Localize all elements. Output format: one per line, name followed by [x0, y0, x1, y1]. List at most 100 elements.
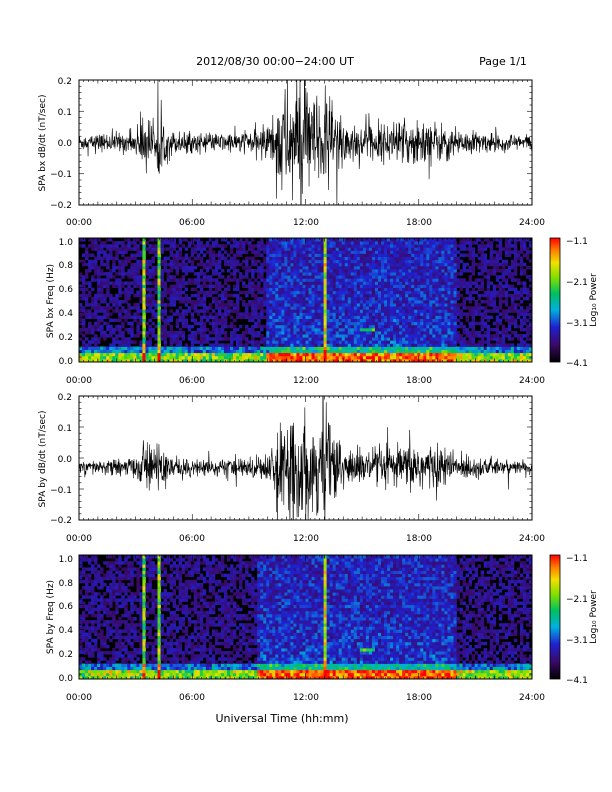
spectrogram-cell	[115, 349, 119, 354]
spectrogram-cell	[163, 331, 167, 335]
spectrogram-cell	[498, 318, 503, 323]
spectrogram-cell	[296, 238, 300, 242]
spectrogram-cell	[450, 340, 454, 344]
spectrogram-cell	[305, 259, 309, 264]
spectrogram-cell	[178, 331, 183, 335]
spectrogram-cell	[356, 269, 361, 273]
spectrogram-cell	[251, 275, 255, 279]
spectrogram-cell	[281, 269, 285, 273]
spectrogram-cell	[423, 269, 427, 273]
spectrogram-cell	[377, 293, 382, 298]
spectrogram-cell	[275, 247, 279, 251]
spectrogram-cell	[429, 315, 433, 319]
spectrogram-cell	[471, 349, 476, 354]
spectrogram-cell	[230, 340, 234, 344]
spectrogram-cell	[85, 331, 89, 335]
spectrogram-cell	[296, 247, 300, 251]
spectrogram-cell	[202, 349, 207, 354]
spectrogram-cell	[260, 265, 264, 270]
spectrogram-cell	[377, 355, 382, 360]
spectrogram-cell	[272, 278, 276, 282]
spectrogram-cell	[311, 303, 315, 307]
spectrogram-cell	[284, 300, 288, 304]
spectrogram-cell	[263, 281, 267, 285]
spectrogram-cell	[163, 337, 167, 341]
spectrogram-cell	[284, 334, 288, 338]
spectrogram-cell	[106, 244, 110, 248]
spectrogram-cell	[151, 309, 155, 313]
spectrogram-cell	[444, 346, 448, 350]
spectrogram-cell	[423, 244, 427, 248]
spectrogram-cell	[299, 278, 303, 282]
spectrogram-cell	[142, 309, 146, 313]
spectrogram-cell	[365, 290, 370, 295]
spectrogram-cell	[136, 244, 140, 248]
spectrogram-cell	[202, 262, 207, 267]
spectrogram-cell	[272, 275, 276, 279]
spectrogram-cell	[193, 256, 198, 261]
spectrogram-cell	[495, 355, 500, 360]
spectrogram-cell	[438, 300, 442, 304]
spectrogram-cell	[88, 284, 92, 288]
spectrogram-cell	[82, 293, 86, 298]
spectrogram-cell	[390, 334, 394, 338]
spectrogram-cell	[302, 269, 306, 273]
spectrogram-cell	[498, 349, 503, 354]
spectrogram-cell	[251, 352, 255, 357]
spectrogram-cell	[91, 238, 95, 242]
spectrogram-cell	[390, 238, 394, 242]
spectrogram-cell	[184, 281, 189, 285]
spectrogram-cell	[423, 287, 427, 292]
spectrogram-cell	[82, 334, 86, 338]
spectrogram-cell	[441, 259, 445, 264]
spectrogram-cell	[214, 300, 219, 304]
spectrogram-cell	[417, 324, 421, 329]
spectrogram-cell	[371, 284, 376, 288]
spectrogram-cell	[178, 327, 183, 332]
spectrogram-cell	[305, 284, 309, 288]
spectrogram-cell	[242, 300, 246, 304]
spectrogram-cell	[377, 259, 382, 264]
spectrogram-cell	[223, 321, 228, 326]
spectrogram-cell	[441, 269, 445, 273]
spectrogram-cell	[266, 343, 270, 347]
spectrogram-cell	[148, 238, 152, 242]
spectrogram-cell	[136, 275, 140, 279]
spectrogram-cell	[157, 259, 161, 264]
spectrogram-cell	[266, 352, 270, 357]
spectrogram-cell	[103, 300, 107, 304]
spectrogram-cell	[193, 265, 198, 270]
spectrogram-cell	[269, 281, 273, 285]
spectrogram-cell	[181, 238, 186, 242]
spectrogram-cell	[130, 358, 134, 362]
spectrogram-cell	[450, 290, 454, 295]
spectrogram-cell	[311, 315, 315, 319]
spectrogram-cell	[139, 290, 143, 295]
spectrogram-cell	[230, 259, 234, 264]
spectrogram-cell	[151, 265, 155, 270]
spectrogram-cell	[217, 303, 222, 307]
spectrogram-cell	[353, 343, 358, 347]
spectrogram-cell	[196, 281, 201, 285]
spectrogram-cell	[399, 284, 403, 288]
spectrogram-cell	[332, 358, 337, 362]
spectrogram-cell	[151, 244, 155, 248]
spectrogram-cell	[257, 281, 261, 285]
spectrogram-cell	[112, 296, 116, 301]
spectrogram-cell	[254, 315, 258, 319]
spectrogram-cell	[332, 241, 337, 245]
spectrogram-cell	[483, 331, 488, 335]
spectrogram-cell	[317, 321, 321, 326]
spectrogram-cell	[193, 358, 198, 362]
spectrogram-cell	[447, 306, 451, 310]
spectrogram-cell	[441, 358, 445, 362]
spectrogram-cell	[393, 343, 397, 347]
spectrogram-cell	[387, 321, 391, 326]
spectrogram-cell	[344, 238, 349, 242]
spectrogram-cell	[344, 355, 349, 360]
spectrogram-cell	[100, 331, 104, 335]
spectrogram-cell	[474, 262, 479, 267]
spectrogram-cell	[245, 262, 249, 267]
spectrogram-cell	[223, 259, 228, 264]
spectrogram-cell	[151, 269, 155, 273]
